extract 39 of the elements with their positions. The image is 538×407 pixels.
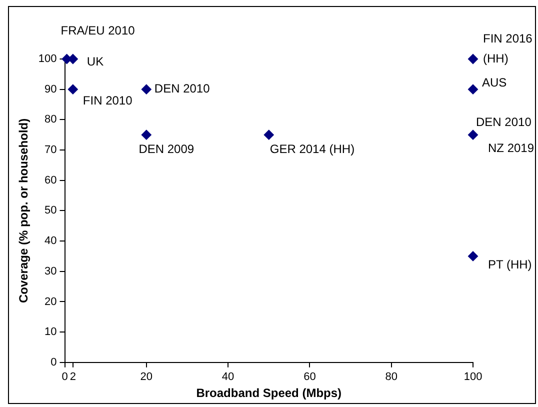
y-tick-label: 20 [44, 296, 57, 308]
annotation: FIN 2010 [82, 94, 133, 108]
y-tick-label: 0 [50, 356, 57, 368]
annotation: DEN 2010 [154, 82, 210, 96]
x-tick-label: 60 [304, 371, 316, 384]
y-tick-label: 100 [38, 53, 57, 66]
y-tick-label: 50 [44, 204, 57, 217]
x-tick-label: 20 [140, 371, 153, 384]
y-tick-label: 80 [44, 114, 57, 126]
point [468, 84, 478, 94]
x-tick-label: 100 [464, 371, 482, 384]
x-tick-label: 80 [385, 371, 398, 384]
point [264, 130, 274, 140]
y-tick-label: 40 [44, 235, 57, 248]
x-tick-label: 2 [70, 371, 76, 384]
annotation: DEN 2009 [138, 142, 194, 156]
y-tick-label: 60 [44, 174, 57, 186]
point [141, 130, 152, 140]
point [141, 84, 152, 94]
annotation: AUS [482, 76, 507, 90]
annotation: GER 2014 (HH) [270, 142, 355, 156]
annotation: NZ 2019 [488, 141, 534, 156]
x-axis-title: Broadband Speed (Mbps) [196, 386, 342, 400]
x-tick-label: 40 [222, 371, 234, 384]
annotation: PT (HH) [488, 258, 532, 272]
annotation: FIN 2016 (HH) [483, 31, 533, 66]
annotation: UK [86, 54, 104, 68]
point [468, 130, 478, 140]
y-tick-label: 30 [44, 265, 57, 278]
x-tick-label: 0 [62, 371, 68, 384]
y-axis-title: Coverage (% pop. or household) [16, 118, 31, 304]
y-tick-label: 70 [44, 144, 57, 156]
y-tick-label: 10 [44, 326, 57, 338]
y-tick-label: 90 [44, 83, 57, 96]
annotation: DEN 2010 [476, 115, 532, 130]
point [468, 251, 478, 262]
point [468, 54, 478, 64]
point [68, 84, 78, 94]
annotation: FRA/EU 2010 [60, 23, 136, 38]
